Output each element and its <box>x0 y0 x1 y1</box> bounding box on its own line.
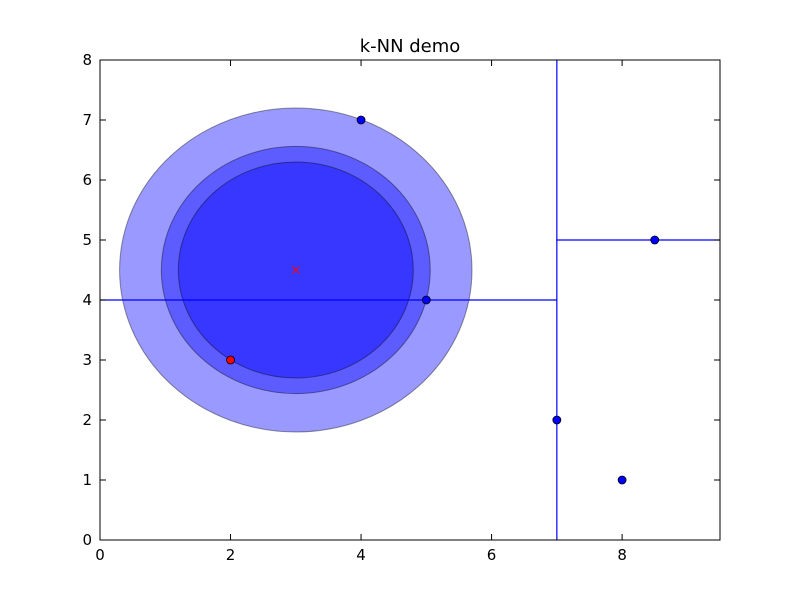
y-tick-label: 1 <box>82 471 92 489</box>
x-tick-label: 2 <box>226 546 236 564</box>
data-layer <box>100 60 720 540</box>
query-marker-stroke-2 <box>291 266 300 274</box>
y-tick-label: 4 <box>82 291 92 309</box>
data-point-2 <box>421 295 431 305</box>
y-tick-label: 8 <box>82 51 92 69</box>
x-tick-label: 6 <box>487 546 497 564</box>
data-point-5 <box>617 475 627 485</box>
y-tick-label: 6 <box>82 171 92 189</box>
y-tick-label: 5 <box>82 231 92 249</box>
data-point-4 <box>552 415 562 425</box>
data-point-3 <box>650 235 660 245</box>
x-tick-label: 0 <box>95 546 105 564</box>
x-tick-label: 8 <box>617 546 627 564</box>
plot-area: 0 2 4 6 8 0 1 2 3 4 5 6 7 8 <box>82 51 721 564</box>
nearest-neighbor-point-1 <box>226 355 235 365</box>
y-tick-label: 3 <box>82 351 92 369</box>
y-tick-label: 7 <box>82 111 92 129</box>
y-tick-label: 0 <box>82 531 92 549</box>
y-tick-label: 2 <box>82 411 92 429</box>
x-tick-label: 4 <box>356 546 366 564</box>
data-point-1 <box>356 115 366 125</box>
chart-title: k-NN demo <box>360 36 461 57</box>
